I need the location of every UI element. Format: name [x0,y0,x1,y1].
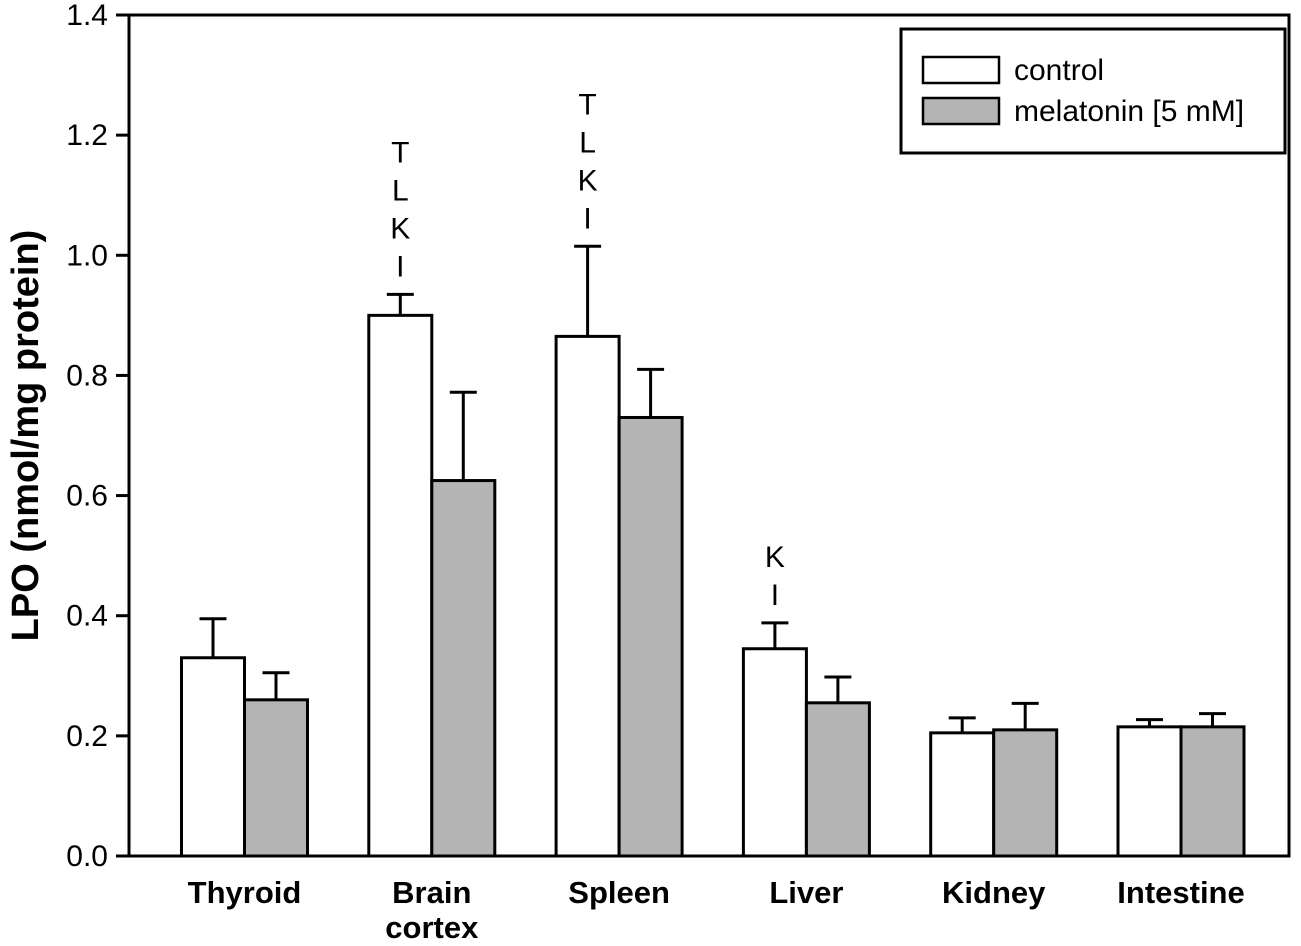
plot-frame [127,13,1291,858]
legend-label: control [1014,54,1104,87]
bar-control-kidney [929,731,996,858]
y-axis-tick-label: 0.0 [66,840,108,873]
legend-swatch-melatonin-5-mm [921,96,1001,126]
bar-melatonin-5-mm-spleen [617,415,684,858]
bar-control-intestine [1116,725,1183,858]
y-axis-tick-label: 0.2 [66,720,108,753]
bar-melatonin-5-mm-thyroid [243,698,309,858]
bar-melatonin-5-mm-kidney [992,728,1059,858]
y-axis-tick-label: 1.4 [66,0,108,32]
bar-melatonin-5-mm-intestine [1179,725,1246,858]
bar-control-liver [741,647,808,858]
significance-letter: K [578,164,598,197]
y-axis-tick-label: 0.6 [66,480,108,513]
y-axis-tick-label: 1.2 [66,119,108,152]
legend-box [899,27,1287,155]
significance-letter: I [771,579,779,612]
significance-letter: T [578,88,596,121]
x-axis-category-label: Kidney [942,875,1046,910]
significance-letter: I [583,202,591,235]
bar-melatonin-5-mm-brain-cortex [430,479,497,858]
bar-control-thyroid [180,656,246,858]
significance-letter: K [390,212,410,245]
significance-letter: L [579,126,596,159]
y-axis-tick-label: 0.8 [66,359,108,392]
x-axis-category-label: Thyroid [188,875,302,910]
significance-letter: L [392,174,409,207]
x-axis-category-label: Intestine [1117,875,1244,910]
bar-melatonin-5-mm-liver [804,701,871,858]
legend-swatch-control [921,55,1001,85]
legend-label: melatonin [5 mM] [1014,95,1244,128]
bar-control-spleen [554,334,621,858]
significance-letter: T [391,136,409,169]
y-axis-tick-label: 0.4 [66,600,108,633]
y-axis-tick-label: 1.0 [66,239,108,272]
x-axis-category-label: cortex [385,910,479,941]
y-axis-title: LPO (nmol/mg protein) [5,230,47,642]
significance-letter: I [396,250,404,283]
x-axis-category-label: Brain [392,875,471,910]
significance-letter: K [765,541,785,574]
x-axis-category-label: Liver [769,875,843,910]
x-axis-category-label: Spleen [568,875,670,910]
bar-control-brain-cortex [367,313,434,858]
